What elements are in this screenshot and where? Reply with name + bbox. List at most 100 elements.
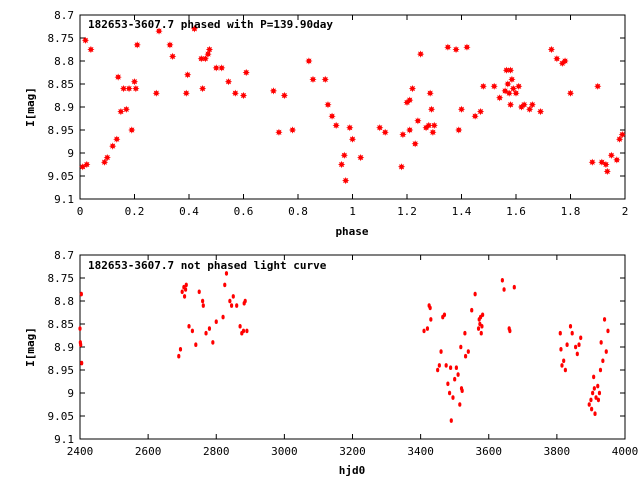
- data-point: [590, 406, 594, 412]
- x-tick-label: 1.4: [452, 205, 472, 218]
- data-point: [428, 305, 432, 311]
- data-point: [408, 85, 417, 93]
- x-tick-label: 3400: [407, 445, 434, 458]
- x-tick-label: 0.6: [234, 205, 254, 218]
- data-point: [508, 75, 516, 83]
- data-point: [565, 342, 569, 348]
- data-point: [190, 328, 195, 334]
- data-point: [425, 121, 433, 129]
- data-point: [381, 128, 389, 136]
- data-point: [496, 94, 504, 102]
- data-point: [78, 326, 82, 331]
- y-tick-label: 9.1: [54, 193, 74, 206]
- data-point: [169, 52, 177, 60]
- data-point: [342, 177, 350, 185]
- data-point: [231, 89, 239, 97]
- y-tick-label: 9: [67, 387, 74, 400]
- data-point: [182, 89, 190, 97]
- data-point: [593, 411, 597, 417]
- data-point: [463, 43, 471, 51]
- data-point: [214, 319, 218, 325]
- data-point: [442, 312, 447, 318]
- data-point: [122, 105, 130, 113]
- y-tick-label: 8.85: [48, 318, 75, 331]
- data-point: [594, 82, 602, 90]
- data-point: [184, 282, 188, 288]
- y-tick-label: 8.8: [54, 295, 74, 308]
- y-tick-labels-phased: 8.7 8.75 8.8 8.85 8.9 8.95 9 9.05 9.1: [48, 9, 75, 206]
- y-tick-label: 9.1: [54, 433, 74, 446]
- data-point: [463, 330, 467, 336]
- data-point: [504, 80, 512, 88]
- data-point: [184, 71, 192, 79]
- data-point: [500, 278, 504, 283]
- data-point: [598, 367, 603, 373]
- data-point: [502, 66, 511, 74]
- x-tick-label: 0.8: [288, 205, 308, 218]
- data-point: [502, 287, 506, 292]
- x-tick-label: 1: [349, 205, 356, 218]
- data-point: [309, 75, 317, 83]
- data-point: [429, 317, 433, 322]
- data-point: [346, 124, 354, 132]
- data-point: [201, 298, 205, 304]
- x-tick-label: 1.6: [506, 205, 526, 218]
- data-point: [204, 50, 212, 58]
- data-point: [591, 390, 595, 396]
- data-point: [575, 351, 579, 357]
- data-point: [221, 314, 225, 320]
- data-point: [490, 82, 498, 90]
- data-point: [444, 43, 452, 51]
- data-point: [81, 36, 90, 44]
- data-point: [228, 298, 232, 304]
- data-point: [427, 105, 436, 113]
- data-point: [512, 284, 516, 290]
- data-point: [328, 112, 336, 120]
- data-point: [458, 402, 462, 407]
- data-point: [599, 340, 603, 345]
- x-tick-label: 3800: [544, 445, 571, 458]
- data-point: [470, 307, 474, 313]
- data-point: [201, 55, 209, 63]
- data-point: [509, 85, 517, 93]
- data-point: [238, 324, 242, 329]
- data-point: [536, 108, 545, 116]
- data-point: [455, 126, 463, 134]
- data-point: [466, 349, 470, 354]
- data-point: [476, 108, 485, 116]
- y-tick-label: 8.8: [54, 55, 74, 68]
- data-point: [406, 126, 414, 134]
- data-point: [439, 349, 443, 354]
- data-point: [459, 344, 463, 350]
- x-tick-label: 4000: [612, 445, 639, 458]
- data-point: [457, 105, 466, 113]
- data-point: [506, 66, 515, 74]
- data-point: [224, 78, 233, 86]
- data-point: [211, 340, 215, 345]
- x-axis-label-unphased: hjd0: [339, 464, 366, 477]
- data-point: [479, 82, 487, 90]
- data-point: [187, 324, 191, 329]
- data-point: [526, 105, 534, 113]
- data-point: [480, 324, 484, 329]
- data-point: [231, 294, 235, 299]
- data-point: [340, 151, 348, 159]
- data-point: [444, 363, 448, 368]
- data-point: [207, 326, 212, 331]
- data-point: [399, 131, 407, 139]
- data-point: [376, 124, 384, 132]
- data-point: [120, 85, 128, 93]
- data-point: [596, 397, 601, 403]
- data-point: [87, 45, 95, 54]
- y-tick-label: 8.9: [54, 101, 74, 114]
- data-point: [520, 101, 528, 109]
- data-point: [201, 303, 205, 308]
- data-point: [426, 89, 434, 97]
- data-point: [79, 291, 83, 297]
- data-point: [604, 349, 608, 354]
- data-point: [245, 328, 249, 334]
- data-point: [133, 41, 141, 49]
- data-point: [235, 303, 239, 308]
- data-point: [397, 163, 406, 171]
